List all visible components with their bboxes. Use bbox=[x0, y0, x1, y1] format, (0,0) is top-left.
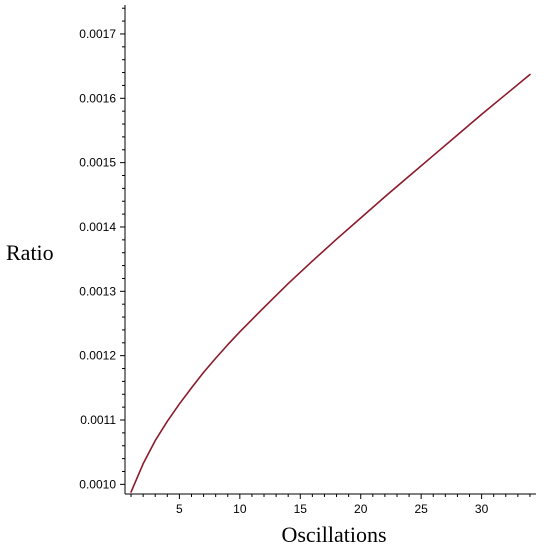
y-tick-label: 0.0010 bbox=[79, 477, 116, 491]
x-tick-label: 25 bbox=[414, 502, 428, 516]
x-tick-label: 30 bbox=[475, 502, 489, 516]
series-group bbox=[130, 73, 531, 493]
axes bbox=[124, 5, 536, 495]
y-tick-label: 0.0013 bbox=[79, 284, 116, 298]
series-line-1 bbox=[130, 73, 531, 493]
x-tick-label: 10 bbox=[233, 502, 247, 516]
x-tick-label: 20 bbox=[354, 502, 368, 516]
x-tick-label: 15 bbox=[294, 502, 308, 516]
y-tick-label: 0.0014 bbox=[79, 220, 116, 234]
y-axis-ticks: 0.0010 0.0011 0.0012 0.0013 0.0014 0.0015 0.00… bbox=[79, 7, 125, 491]
y-axis-title: Ratio bbox=[6, 240, 54, 265]
x-tick-label: 5 bbox=[176, 502, 183, 516]
y-tick-label: 0.0016 bbox=[79, 91, 116, 105]
y-tick-label: 0.0012 bbox=[79, 349, 116, 363]
y-tick-label: 0.0015 bbox=[79, 156, 116, 170]
y-tick-label: 0.0011 bbox=[80, 413, 116, 427]
y-tick-label: 0.0017 bbox=[79, 27, 116, 41]
x-axis-ticks: 5 10 15 20 25 30 bbox=[130, 494, 531, 516]
x-axis-title: Oscillations bbox=[281, 522, 386, 547]
